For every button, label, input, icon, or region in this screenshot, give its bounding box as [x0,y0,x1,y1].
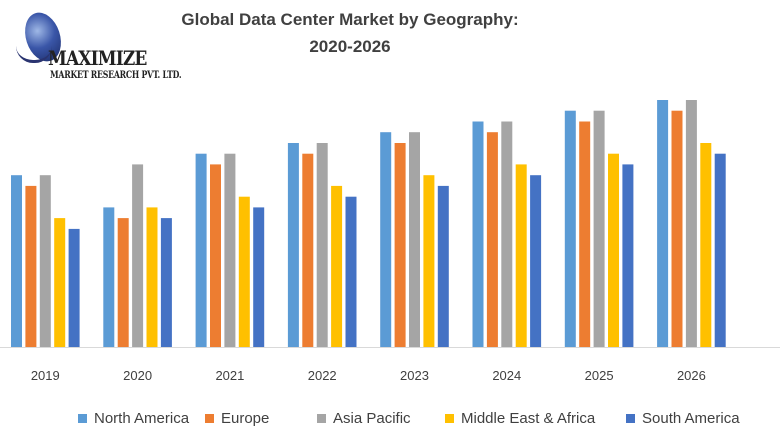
bar-2026-europe [671,110,683,347]
bar-2025-asia-pacific [593,110,605,347]
legend-label: Europe [221,410,270,427]
bar-2019-asia-pacific [39,175,51,347]
bar-2023-south-america [437,185,449,347]
bar-2024-europe [486,132,498,347]
legend: North America Europe Asia Pacific Middle Ea… [0,406,780,432]
bar-2026-middle-east-africa [700,143,712,347]
chart-subtitle: 2020-2026 [309,37,391,56]
bar-2021-middle-east-africa [238,196,250,347]
bar-2020-south-america [160,218,172,347]
bar-2022-north-america [287,143,299,347]
bar-2021-europe [210,164,221,347]
bar-2022-south-america [345,196,357,347]
bar-2022-middle-east-africa [331,185,343,347]
bar-2019-north-america [11,175,22,347]
bar-2022-europe [302,153,314,347]
legend-item: Europe [205,410,269,427]
chart-title-block: Global Data Center Market by Geography: … [180,6,520,60]
bar-2021-north-america [195,153,207,347]
x-tick-label: 2020 [123,368,152,383]
legend-swatch-icon [445,414,454,423]
swoosh-icon [16,46,52,63]
legend-swatch-icon [205,414,214,423]
legend-swatch-icon [626,414,635,423]
bar-2024-south-america [530,175,542,347]
bar-2023-asia-pacific [409,132,420,347]
bar-chart: 2019 2020 2021 2022 2023 2024 2025 2026 [0,100,780,383]
bar-2025-south-america [622,164,634,347]
legend-item: North America [78,410,189,427]
bar-2019-europe [25,185,37,347]
bar-2025-middle-east-africa [608,153,619,347]
bar-2021-asia-pacific [224,153,236,347]
bar-2025-europe [579,121,591,347]
bar-2025-north-america [564,110,576,347]
logo-subtitle: MARKET RESEARCH PVT. LTD. [50,70,182,81]
bar-2019-south-america [68,228,80,347]
bar-2023-middle-east-africa [423,175,435,347]
legend-label: North America [94,410,190,427]
bar-2020-asia-pacific [132,164,144,347]
x-tick-label: 2019 [31,368,60,383]
legend-item: Asia Pacific [317,410,411,427]
x-tick-label: 2023 [400,368,429,383]
legend-label: Middle East & Africa [461,410,596,427]
legend-swatch-icon [78,414,87,423]
legend-swatch-icon [317,414,326,423]
bar-2021-south-america [253,207,265,347]
bar-2019-middle-east-africa [54,218,66,347]
bar-2020-north-america [103,207,115,347]
company-logo: MAXIMIZE MARKET RESEARCH PVT. LTD. [14,7,194,81]
bar-2023-north-america [380,132,392,347]
x-tick-label: 2021 [215,368,244,383]
bar-2024-asia-pacific [501,121,513,347]
bar-2023-europe [394,143,406,347]
bar-2020-middle-east-africa [146,207,158,347]
chart-title: Global Data Center Market by Geography: [181,10,519,29]
bar-2020-europe [117,218,129,347]
bar-2024-middle-east-africa [515,164,527,347]
x-tick-label: 2022 [308,368,337,383]
x-tick-label: 2024 [492,368,521,383]
logo-name: MAXIMIZE [48,46,147,70]
bar-2024-north-america [472,121,484,347]
x-tick-label: 2025 [585,368,614,383]
x-tick-label: 2026 [677,368,706,383]
legend-label: Asia Pacific [333,410,411,427]
bar-2022-asia-pacific [316,143,328,347]
bar-2026-south-america [714,153,726,347]
bar-2026-asia-pacific [685,100,697,347]
legend-label: South America [642,410,740,427]
bars-group [11,100,726,347]
bar-2026-north-america [657,100,669,347]
x-tick-labels: 2019 2020 2021 2022 2023 2024 2025 2026 [31,368,706,383]
legend-item: Middle East & Africa [445,410,595,427]
legend-item: South America [626,410,740,427]
